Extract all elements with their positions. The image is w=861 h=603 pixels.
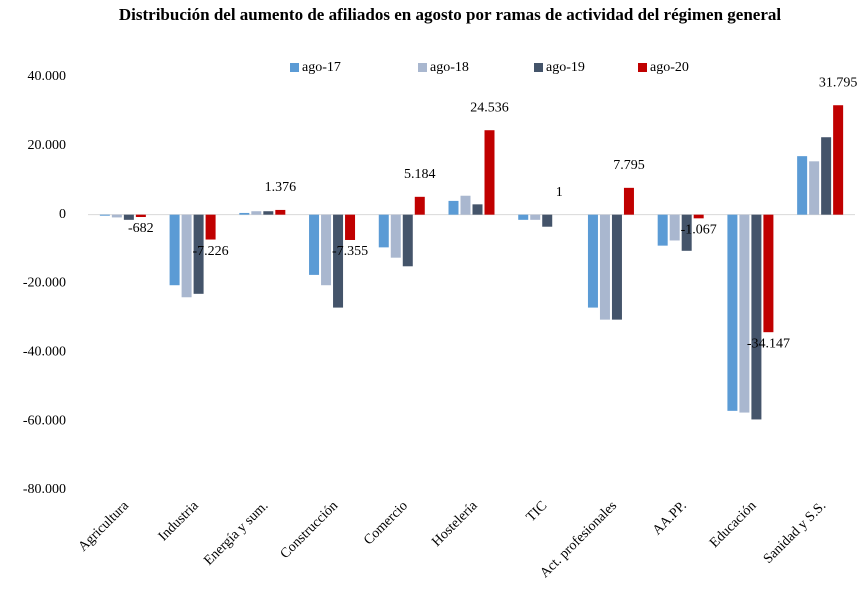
bar [99, 214, 110, 216]
bar [378, 214, 389, 248]
x-tick-label: Construcción [278, 498, 341, 561]
legend-swatch [534, 63, 543, 72]
data-label: 7.795 [613, 158, 645, 173]
data-label: 31.795 [819, 75, 858, 90]
bar [809, 161, 820, 215]
legend-swatch [418, 63, 427, 72]
bar [693, 214, 704, 219]
bar [275, 209, 286, 215]
data-label: -1.067 [681, 223, 717, 238]
data-label: -7.226 [193, 244, 229, 259]
bar [345, 214, 356, 240]
legend-label: ago-18 [430, 60, 469, 75]
y-tick-label: -60.000 [23, 413, 66, 428]
bar [530, 214, 541, 220]
bar [390, 214, 401, 258]
bar [193, 214, 204, 294]
bar [727, 214, 738, 411]
data-label: 1.376 [265, 180, 297, 195]
bar [414, 196, 425, 215]
x-tick-label: Hostelería [429, 498, 481, 550]
bar [751, 214, 762, 420]
bar [542, 214, 553, 227]
bar [681, 214, 692, 251]
y-tick-label: 0 [59, 207, 66, 222]
bar [797, 156, 808, 215]
bar [587, 214, 598, 308]
legend-swatch [290, 63, 299, 72]
data-label: 1 [556, 185, 563, 200]
bar [611, 214, 622, 320]
data-label: 5.184 [404, 167, 436, 182]
y-tick-label: -80.000 [23, 482, 66, 497]
bar [205, 214, 216, 240]
bar [833, 105, 844, 215]
bar [402, 214, 413, 267]
bar [657, 214, 668, 246]
bar [169, 214, 180, 286]
data-label: -682 [128, 221, 154, 236]
data-label: -7.355 [332, 244, 368, 259]
bar [181, 214, 192, 298]
bar [484, 130, 495, 215]
bar [251, 211, 262, 215]
y-tick-label: -20.000 [23, 276, 66, 291]
bar [111, 214, 122, 218]
bar [669, 214, 680, 241]
legend-swatch [638, 63, 647, 72]
legend-label: ago-17 [302, 60, 341, 75]
y-tick-label: -40.000 [23, 345, 66, 360]
bar [448, 200, 459, 215]
legend-label: ago-19 [546, 60, 585, 75]
data-label: 24.536 [470, 100, 509, 115]
x-tick-label: Sanidad y S.S. [761, 498, 829, 566]
bar [123, 214, 134, 220]
legend-label: ago-20 [650, 60, 689, 75]
bar [135, 214, 146, 218]
x-tick-label: Energía y sum. [201, 498, 271, 568]
bar [472, 204, 483, 215]
x-tick-label: Comercio [361, 498, 411, 548]
x-tick-label: TIC [524, 498, 551, 525]
bar [739, 214, 750, 413]
y-tick-label: 20.000 [28, 138, 67, 153]
bar [263, 211, 274, 215]
bar [239, 212, 250, 215]
bar [321, 214, 332, 286]
bar [623, 187, 634, 215]
bar [460, 195, 471, 215]
bar [309, 214, 320, 275]
x-tick-label: Act. profesionales [537, 498, 620, 581]
x-tick-label: AA.PP. [650, 498, 690, 538]
bar [821, 137, 832, 215]
data-label: -34.147 [747, 336, 790, 351]
bar [518, 214, 529, 220]
bar [333, 214, 344, 308]
x-tick-label: Educación [707, 498, 759, 550]
chart-title: Distribución del aumento de afiliados en… [118, 5, 782, 24]
bar [599, 214, 610, 320]
x-tick-label: Agricultura [76, 498, 133, 555]
y-tick-label: 40.000 [28, 69, 67, 84]
x-tick-label: Industria [156, 498, 202, 544]
bar [763, 214, 774, 333]
